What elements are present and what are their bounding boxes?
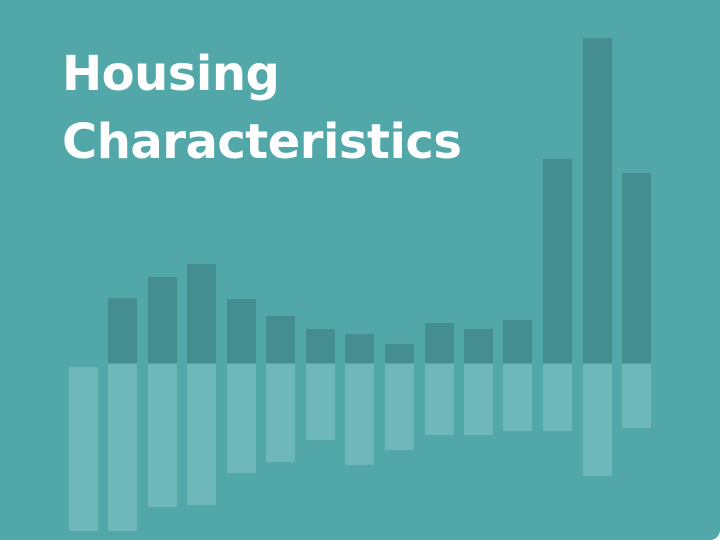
- title-line-2: Characteristics: [62, 114, 462, 170]
- upper-bar: [425, 323, 454, 363]
- lower-bar: [187, 364, 216, 505]
- page-title: Housing Characteristics: [62, 40, 462, 176]
- lower-bar: [543, 364, 572, 431]
- lower-bar: [583, 364, 612, 476]
- lower-bar: [69, 367, 98, 531]
- upper-bar: [622, 173, 651, 363]
- upper-bar: [464, 329, 493, 363]
- lower-bar: [464, 364, 493, 435]
- upper-bar: [187, 264, 216, 363]
- upper-bar: [266, 316, 295, 363]
- lower-bar: [148, 364, 177, 507]
- upper-bar: [345, 334, 374, 363]
- upper-bar: [148, 277, 177, 363]
- lower-bar: [345, 364, 374, 465]
- lower-bar: [108, 364, 137, 531]
- lower-bar: [622, 364, 651, 428]
- lower-bar: [266, 364, 295, 462]
- upper-bar: [503, 320, 532, 363]
- title-line-1: Housing: [62, 46, 280, 102]
- upper-bar: [385, 344, 414, 363]
- lower-bar: [227, 364, 256, 473]
- upper-bar: [227, 299, 256, 363]
- lower-bar: [503, 364, 532, 431]
- upper-bar: [583, 38, 612, 363]
- upper-bar: [108, 298, 137, 363]
- lower-bar: [306, 364, 335, 440]
- upper-bar: [543, 159, 572, 363]
- lower-bar: [425, 364, 454, 435]
- lower-bar: [385, 364, 414, 450]
- upper-bar: [306, 329, 335, 363]
